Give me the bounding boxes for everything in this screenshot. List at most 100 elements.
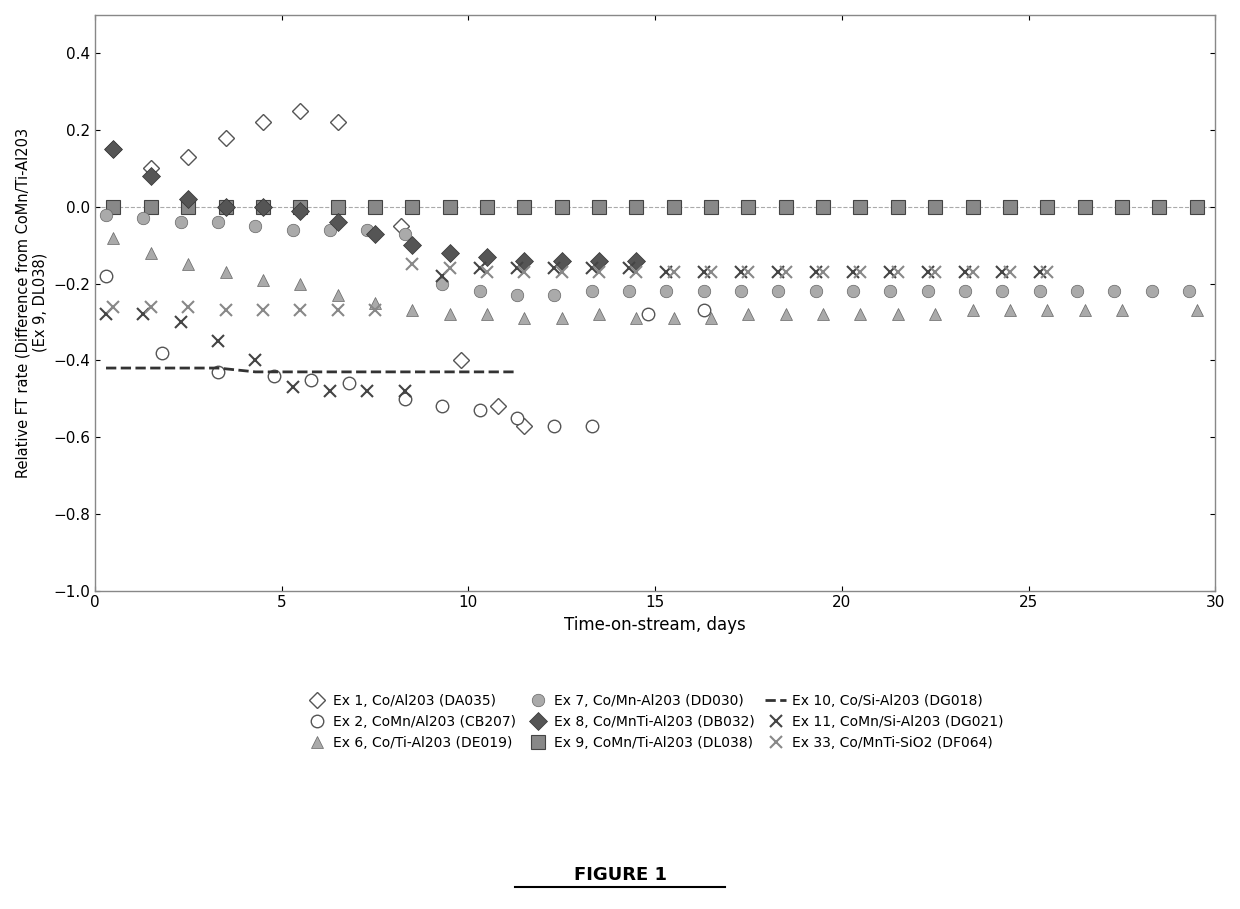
Y-axis label: Relative FT rate (Difference from CoMn/Ti-Al203
(Ex 9, DL038): Relative FT rate (Difference from CoMn/T…: [15, 128, 47, 478]
Ex 11, CoMn/Si-Al203 (DG021): [285, 382, 300, 393]
Ex 6, Co/Ti-Al203 (DE019): [816, 309, 831, 320]
Ex 33, Co/MnTi-SiO2 (DF064): [742, 266, 756, 277]
Ex 33, Co/MnTi-SiO2 (DF064): [144, 301, 159, 312]
Ex 6, Co/Ti-Al203 (DE019): [144, 247, 159, 258]
Ex 2, CoMn/Al203 (CB207): [267, 370, 281, 381]
Ex 9, CoMn/Ti-Al203 (DL038): [591, 202, 606, 213]
Line: Ex 10, Co/Si-Al203 (DG018): Ex 10, Co/Si-Al203 (DG018): [107, 368, 517, 372]
Ex 9, CoMn/Ti-Al203 (DL038): [367, 202, 382, 213]
Ex 11, CoMn/Si-Al203 (DG021): [808, 266, 823, 277]
Ex 9, CoMn/Ti-Al203 (DL038): [255, 202, 270, 213]
Ex 6, Co/Ti-Al203 (DE019): [1078, 305, 1092, 316]
Ex 6, Co/Ti-Al203 (DE019): [517, 313, 532, 324]
Ex 33, Co/MnTi-SiO2 (DF064): [666, 266, 681, 277]
Ex 7, Co/Mn-Al203 (DD030): [621, 285, 636, 296]
Ex 10, Co/Si-Al203 (DG018): [397, 366, 412, 377]
Ex 33, Co/MnTi-SiO2 (DF064): [853, 266, 868, 277]
Ex 1, Co/Al203 (DA035): [293, 105, 308, 116]
Ex 1, Co/Al203 (DA035): [330, 117, 345, 128]
Line: Ex 6, Co/Ti-Al203 (DE019): Ex 6, Co/Ti-Al203 (DE019): [107, 231, 1203, 325]
Legend: Ex 1, Co/Al203 (DA035), Ex 2, CoMn/Al203 (CB207), Ex 6, Co/Ti-Al203 (DE019), Ex : Ex 1, Co/Al203 (DA035), Ex 2, CoMn/Al203…: [300, 687, 1011, 756]
Ex 1, Co/Al203 (DA035): [181, 152, 196, 163]
Ex 33, Co/MnTi-SiO2 (DF064): [890, 266, 905, 277]
Ex 6, Co/Ti-Al203 (DE019): [779, 309, 794, 320]
Ex 10, Co/Si-Al203 (DG018): [174, 363, 188, 374]
Ex 2, CoMn/Al203 (CB207): [155, 347, 170, 358]
Ex 10, Co/Si-Al203 (DG018): [322, 366, 337, 377]
Text: FIGURE 1: FIGURE 1: [573, 865, 667, 884]
Ex 9, CoMn/Ti-Al203 (DL038): [666, 202, 681, 213]
Ex 33, Co/MnTi-SiO2 (DF064): [928, 266, 942, 277]
Ex 9, CoMn/Ti-Al203 (DL038): [742, 202, 756, 213]
Ex 6, Co/Ti-Al203 (DE019): [1002, 305, 1017, 316]
Ex 7, Co/Mn-Al203 (DD030): [846, 285, 861, 296]
Ex 7, Co/Mn-Al203 (DD030): [472, 285, 487, 296]
Ex 9, CoMn/Ti-Al203 (DL038): [1002, 202, 1017, 213]
Ex 2, CoMn/Al203 (CB207): [472, 405, 487, 415]
Ex 11, CoMn/Si-Al203 (DG021): [248, 355, 263, 365]
Ex 8, Co/MnTi-Al203 (DB032): [144, 171, 159, 182]
Ex 8, Co/MnTi-Al203 (DB032): [367, 228, 382, 239]
Ex 2, CoMn/Al203 (CB207): [211, 366, 226, 377]
Ex 7, Co/Mn-Al203 (DD030): [1033, 285, 1048, 296]
Ex 7, Co/Mn-Al203 (DD030): [322, 225, 337, 235]
Line: Ex 1, Co/Al203 (DA035): Ex 1, Co/Al203 (DA035): [108, 105, 529, 431]
Ex 2, CoMn/Al203 (CB207): [397, 394, 412, 405]
Ex 2, CoMn/Al203 (CB207): [584, 420, 599, 431]
Ex 7, Co/Mn-Al203 (DD030): [510, 290, 525, 301]
Ex 7, Co/Mn-Al203 (DD030): [397, 228, 412, 239]
Ex 10, Co/Si-Al203 (DG018): [136, 363, 151, 374]
Ex 1, Co/Al203 (DA035): [393, 221, 408, 232]
Ex 6, Co/Ti-Al203 (DE019): [928, 309, 942, 320]
Ex 11, CoMn/Si-Al203 (DG021): [136, 309, 151, 320]
Ex 8, Co/MnTi-Al203 (DB032): [629, 255, 644, 266]
Ex 7, Co/Mn-Al203 (DD030): [435, 278, 450, 289]
Ex 9, CoMn/Ti-Al203 (DL038): [1078, 202, 1092, 213]
Ex 9, CoMn/Ti-Al203 (DL038): [1152, 202, 1167, 213]
Ex 2, CoMn/Al203 (CB207): [304, 375, 319, 385]
Ex 9, CoMn/Ti-Al203 (DL038): [144, 202, 159, 213]
Ex 7, Co/Mn-Al203 (DD030): [771, 285, 786, 296]
Ex 7, Co/Mn-Al203 (DD030): [1145, 285, 1159, 296]
Ex 9, CoMn/Ti-Al203 (DL038): [443, 202, 458, 213]
Ex 7, Co/Mn-Al203 (DD030): [547, 290, 562, 301]
Ex 8, Co/MnTi-Al203 (DB032): [404, 240, 419, 251]
Ex 7, Co/Mn-Al203 (DD030): [174, 216, 188, 227]
Ex 6, Co/Ti-Al203 (DE019): [218, 266, 233, 277]
Ex 6, Co/Ti-Al203 (DE019): [965, 305, 980, 316]
Ex 33, Co/MnTi-SiO2 (DF064): [591, 266, 606, 277]
Ex 11, CoMn/Si-Al203 (DG021): [846, 266, 861, 277]
Ex 7, Co/Mn-Al203 (DD030): [211, 216, 226, 227]
Ex 6, Co/Ti-Al203 (DE019): [1115, 305, 1130, 316]
Ex 9, CoMn/Ti-Al203 (DL038): [554, 202, 569, 213]
Line: Ex 8, Co/MnTi-Al203 (DB032): Ex 8, Co/MnTi-Al203 (DB032): [107, 143, 642, 267]
Ex 6, Co/Ti-Al203 (DE019): [1040, 305, 1055, 316]
Ex 9, CoMn/Ti-Al203 (DL038): [480, 202, 495, 213]
Ex 2, CoMn/Al203 (CB207): [696, 305, 711, 316]
Ex 33, Co/MnTi-SiO2 (DF064): [779, 266, 794, 277]
Ex 9, CoMn/Ti-Al203 (DL038): [1115, 202, 1130, 213]
Ex 33, Co/MnTi-SiO2 (DF064): [218, 305, 233, 316]
Ex 9, CoMn/Ti-Al203 (DL038): [218, 202, 233, 213]
Ex 33, Co/MnTi-SiO2 (DF064): [1040, 266, 1055, 277]
Ex 10, Co/Si-Al203 (DG018): [360, 366, 374, 377]
Ex 11, CoMn/Si-Al203 (DG021): [397, 385, 412, 396]
Ex 8, Co/MnTi-Al203 (DB032): [218, 202, 233, 213]
Ex 9, CoMn/Ti-Al203 (DL038): [779, 202, 794, 213]
Ex 8, Co/MnTi-Al203 (DB032): [181, 194, 196, 205]
Ex 9, CoMn/Ti-Al203 (DL038): [181, 202, 196, 213]
Ex 9, CoMn/Ti-Al203 (DL038): [703, 202, 718, 213]
Ex 7, Co/Mn-Al203 (DD030): [957, 285, 972, 296]
Line: Ex 11, CoMn/Si-Al203 (DG021): Ex 11, CoMn/Si-Al203 (DG021): [99, 262, 1047, 397]
Ex 7, Co/Mn-Al203 (DD030): [248, 221, 263, 232]
Ex 33, Co/MnTi-SiO2 (DF064): [703, 266, 718, 277]
Ex 1, Co/Al203 (DA035): [144, 163, 159, 174]
Ex 6, Co/Ti-Al203 (DE019): [554, 313, 569, 324]
Ex 7, Co/Mn-Al203 (DD030): [920, 285, 935, 296]
Ex 8, Co/MnTi-Al203 (DB032): [517, 255, 532, 266]
Ex 8, Co/MnTi-Al203 (DB032): [255, 202, 270, 213]
Ex 6, Co/Ti-Al203 (DE019): [293, 278, 308, 289]
Ex 6, Co/Ti-Al203 (DE019): [443, 309, 458, 320]
Ex 7, Co/Mn-Al203 (DD030): [883, 285, 898, 296]
Ex 8, Co/MnTi-Al203 (DB032): [591, 255, 606, 266]
